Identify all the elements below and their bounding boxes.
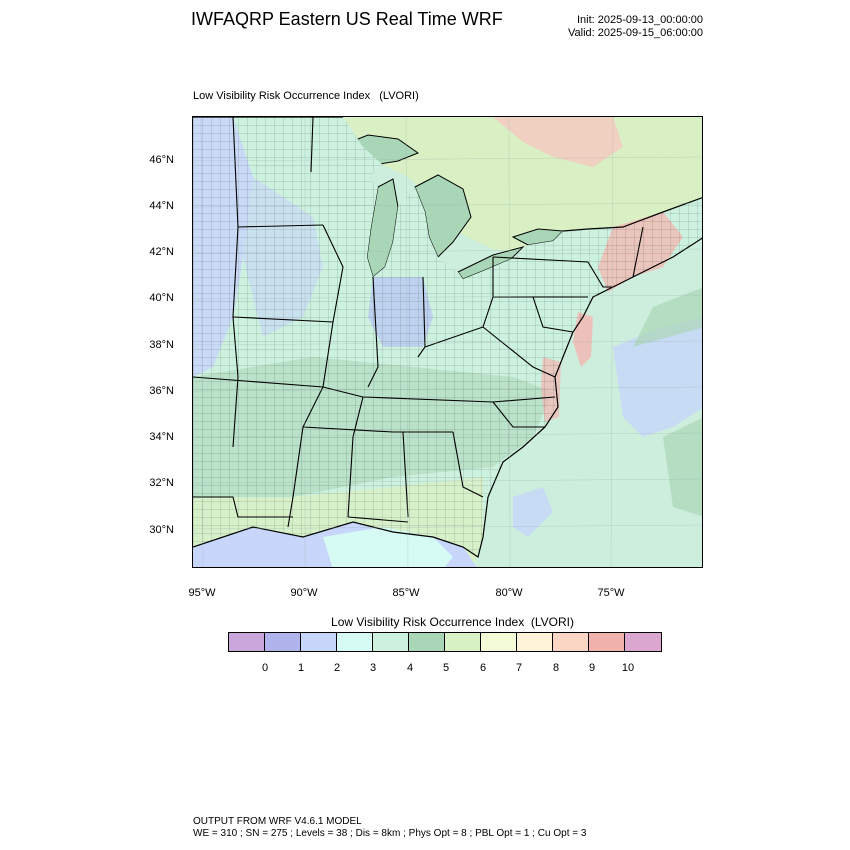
colorbar-tick: 0 [261, 662, 269, 674]
colorbar-tick: 9 [588, 662, 596, 674]
run-times: Init: 2025-09-13_00:00:00 Valid: 2025-09… [568, 14, 703, 40]
high-risk-delmarva [573, 312, 593, 367]
colorbar-box [553, 633, 589, 651]
colorbar-box [445, 633, 481, 651]
lat-label-32: 32°N [149, 477, 174, 489]
colorbar-tick: 2 [333, 662, 341, 674]
chart-title: IWFAQRP Eastern US Real Time WRF [191, 9, 503, 29]
gulf-light [323, 527, 453, 567]
colorbar-box [229, 633, 265, 651]
colorbar-tick: 10 [621, 662, 635, 674]
colorbar-tick: 3 [369, 662, 377, 674]
lon-label-85: 85°W [392, 587, 420, 599]
lat-label-40: 40°N [149, 292, 174, 304]
init-time: Init: 2025-09-13_00:00:00 [577, 14, 703, 26]
model-config: WE = 310 ; SN = 275 ; Levels = 38 ; Dis … [193, 828, 587, 839]
colorbar-box [265, 633, 301, 651]
lat-label-34: 34°N [149, 431, 174, 443]
atlantic-low-2 [513, 487, 553, 537]
colorbar-tick: 1 [297, 662, 305, 674]
coastline [193, 197, 702, 558]
lat-label-36: 36°N [149, 385, 174, 397]
map-canvas [193, 117, 702, 567]
colorbar-box [301, 633, 337, 651]
colorbar-box [373, 633, 409, 651]
lat-label-44: 44°N [149, 200, 174, 212]
model-info: OUTPUT FROM WRF V4.6.1 MODEL [193, 816, 362, 827]
lat-label-30: 30°N [149, 524, 174, 536]
state-borders [193, 117, 644, 528]
graticule [193, 117, 702, 567]
colorbar-box [481, 633, 517, 651]
colorbar-box [517, 633, 553, 651]
lon-label-95: 95°W [188, 587, 216, 599]
lat-label-38: 38°N [149, 339, 174, 351]
colorbar-tick: 7 [515, 662, 523, 674]
map-subtitle: Low Visibility Risk Occurrence Index (LV… [193, 90, 419, 102]
lake-huron [414, 174, 472, 258]
lon-label-80: 80°W [495, 587, 523, 599]
colorbar [228, 632, 662, 652]
atlantic-mid [633, 287, 702, 347]
colorbar-tick: 6 [479, 662, 487, 674]
lon-label-75: 75°W [597, 587, 625, 599]
colorbar-box [337, 633, 373, 651]
canada-warm-patch [493, 117, 623, 167]
lat-label-46: 46°N [149, 154, 174, 166]
colorbar-tick: 5 [442, 662, 450, 674]
atlantic-low [613, 317, 702, 437]
valid-time: Valid: 2025-09-15_06:00:00 [568, 27, 703, 39]
lon-label-90: 90°W [290, 587, 318, 599]
colorbar-box [625, 633, 661, 651]
lvori-map [192, 116, 703, 568]
atlantic-mid-2 [663, 417, 702, 517]
lat-label-42: 42°N [149, 246, 174, 258]
colorbar-tick: 4 [406, 662, 414, 674]
county-grid [193, 117, 702, 557]
colorbar-box [589, 633, 625, 651]
colorbar-tick: 8 [552, 662, 560, 674]
colorbar-label: Low Visibility Risk Occurrence Index (LV… [331, 615, 574, 629]
colorbar-box [409, 633, 445, 651]
